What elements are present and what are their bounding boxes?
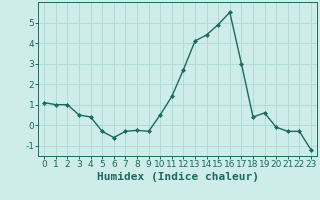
X-axis label: Humidex (Indice chaleur): Humidex (Indice chaleur) (97, 172, 259, 182)
